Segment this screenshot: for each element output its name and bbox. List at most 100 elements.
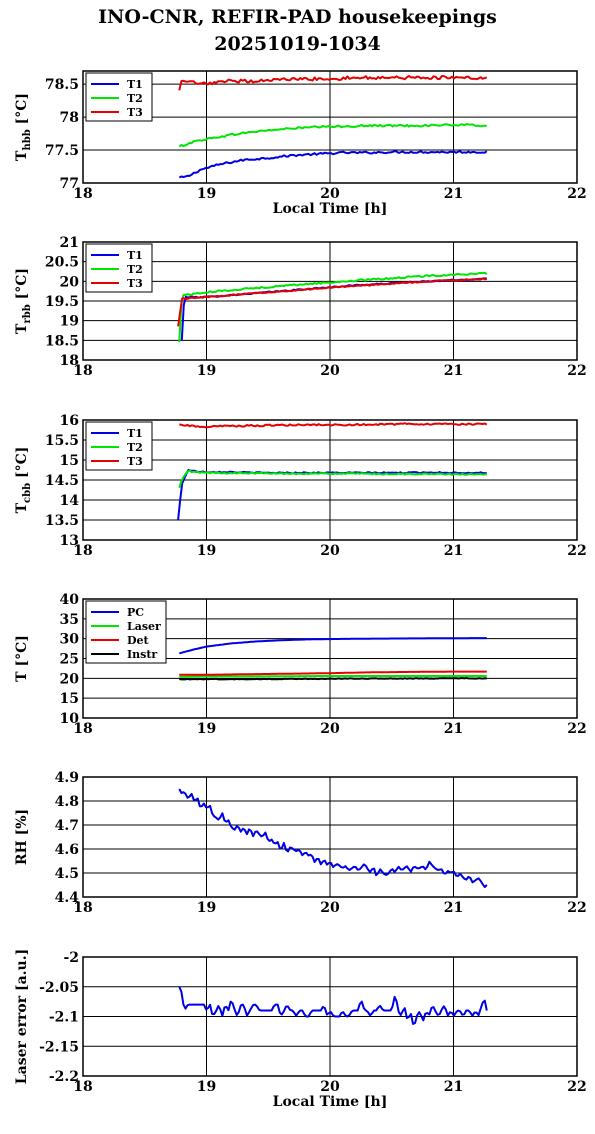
series-line-t3 (179, 422, 488, 429)
x-tick-label: 18 (73, 1079, 92, 1095)
x-tick-label: 18 (73, 543, 92, 559)
series-line-t1 (178, 150, 488, 179)
x-tick-label: 19 (197, 721, 216, 737)
y-tick-label: 18 (60, 353, 79, 369)
y-tick-label: 19 (60, 314, 79, 330)
y-tick-label: 20 (60, 671, 80, 687)
x-tick-label: 20 (320, 543, 340, 559)
y-tick-label: 4.6 (55, 842, 79, 858)
y-axis-label: T [°C] (14, 635, 30, 682)
y-tick-label: 4.7 (55, 818, 79, 834)
figure-title-line2: 20251019-1034 (214, 33, 381, 55)
legend-label: Instr (127, 648, 157, 661)
x-tick-label: 22 (567, 363, 586, 379)
series-line-t2 (178, 271, 488, 343)
legend-label: Laser (127, 620, 161, 633)
y-tick-label: 14.5 (45, 473, 79, 489)
x-axis-label: Local Time [h] (273, 1094, 388, 1110)
y-tick-label: 20.5 (45, 255, 79, 271)
series-line-t1 (177, 468, 487, 520)
legend-label: T2 (127, 441, 143, 454)
x-tick-label: 22 (567, 721, 586, 737)
chart-panel-6: 18 19 20 21 22 -2.2 -2.15 -2.1 -2.05 -2 Local Time… (14, 949, 587, 1110)
legend-label: T2 (127, 263, 143, 276)
y-tick-label: 4.5 (55, 866, 79, 882)
x-tick-label: 21 (444, 1079, 463, 1095)
series-line-t3 (177, 277, 487, 327)
x-tick-label: 21 (444, 900, 463, 916)
y-tick-label: 13 (60, 533, 79, 549)
y-tick-label: 19.5 (45, 294, 79, 310)
y-tick-label: 15 (60, 453, 79, 469)
y-tick-label: 30 (60, 632, 80, 648)
y-tick-label: 18.5 (45, 333, 79, 349)
chart-panel-2: 18 19 20 21 22 18 18.5 19 19.5 20 20.5 21 Trbb [°C] T… (14, 235, 587, 379)
y-tick-label: -2 (63, 950, 79, 966)
legend-label: Det (127, 634, 150, 647)
x-tick-label: 19 (197, 1079, 216, 1095)
series-line-instr (179, 677, 487, 681)
x-tick-label: 19 (197, 900, 216, 916)
y-tick-label: 13.5 (45, 513, 79, 529)
y-tick-label: 77.5 (45, 143, 79, 159)
x-tick-label: 18 (73, 721, 92, 737)
chart-panel-1: 18 19 20 21 22 77 77.5 78 78.5 Local Time [h] Thbb… (14, 70, 587, 217)
legend-label: T1 (127, 78, 143, 91)
series-line-t2 (178, 123, 487, 148)
series-line-data (178, 986, 488, 1025)
legend-label: T2 (127, 92, 143, 105)
series-line-det (179, 670, 487, 676)
x-tick-label: 19 (197, 186, 216, 202)
y-tick-label: 78 (60, 110, 79, 126)
y-tick-label: 10 (60, 711, 80, 727)
y-axis-label: Trbb [°C] (14, 268, 33, 334)
legend-label: T3 (127, 106, 143, 119)
x-tick-label: 18 (73, 900, 92, 916)
x-tick-label: 21 (444, 543, 463, 559)
y-tick-label: 16 (60, 413, 79, 429)
y-tick-label: -2.15 (39, 1039, 79, 1055)
y-tick-label: -2.2 (49, 1069, 79, 1085)
legend-label: T1 (127, 427, 143, 440)
y-axis-label: RH [%] (14, 809, 30, 865)
y-tick-label: 25 (60, 652, 79, 668)
series-line-pc (179, 637, 487, 655)
legend-label: T1 (127, 249, 143, 262)
x-axis-label: Local Time [h] (273, 201, 388, 217)
series-line-laser (179, 675, 487, 678)
legend-label: PC (127, 606, 144, 619)
y-tick-label: 4.9 (55, 770, 79, 786)
y-tick-label: 4.8 (55, 794, 79, 810)
y-tick-label: 15 (60, 691, 79, 707)
y-axis-label: Tcbb [°C] (14, 447, 33, 514)
series-line-t2 (178, 469, 487, 489)
y-tick-label: 40 (60, 592, 80, 608)
x-tick-label: 20 (320, 900, 340, 916)
series-line-t3 (178, 74, 488, 91)
chart-panel-5: 18 19 20 21 22 4.4 4.5 4.6 4.7 4.8 4.9 RH [%] (14, 770, 587, 916)
legend-label: T3 (127, 277, 143, 290)
y-tick-label: 77 (60, 176, 79, 192)
chart-panel-3: 18 19 20 21 22 13 13.5 14 14.5 15 15.5 16 Tcbb [°C] T… (14, 413, 587, 559)
y-tick-label: 15.5 (45, 433, 79, 449)
y-axis-label: Laser error [a.u.] (14, 949, 30, 1084)
y-tick-label: 78.5 (45, 77, 79, 93)
x-tick-label: 21 (444, 721, 463, 737)
x-tick-label: 21 (444, 363, 463, 379)
x-tick-label: 19 (197, 543, 216, 559)
chart-panel-4: 18 19 20 21 22 10 15 20 25 30 35 40 T [°C] PCLaserDet… (14, 592, 587, 737)
y-axis-label: Thbb [°C] (14, 93, 33, 161)
x-tick-label: 19 (197, 363, 216, 379)
y-tick-label: 20 (60, 274, 80, 290)
x-tick-label: 20 (320, 1079, 340, 1095)
x-tick-label: 22 (567, 186, 586, 202)
y-tick-label: 14 (60, 493, 80, 509)
y-tick-label: 4.4 (55, 890, 80, 906)
x-tick-label: 22 (567, 543, 586, 559)
legend-label: T3 (127, 455, 143, 468)
x-tick-label: 20 (320, 721, 340, 737)
